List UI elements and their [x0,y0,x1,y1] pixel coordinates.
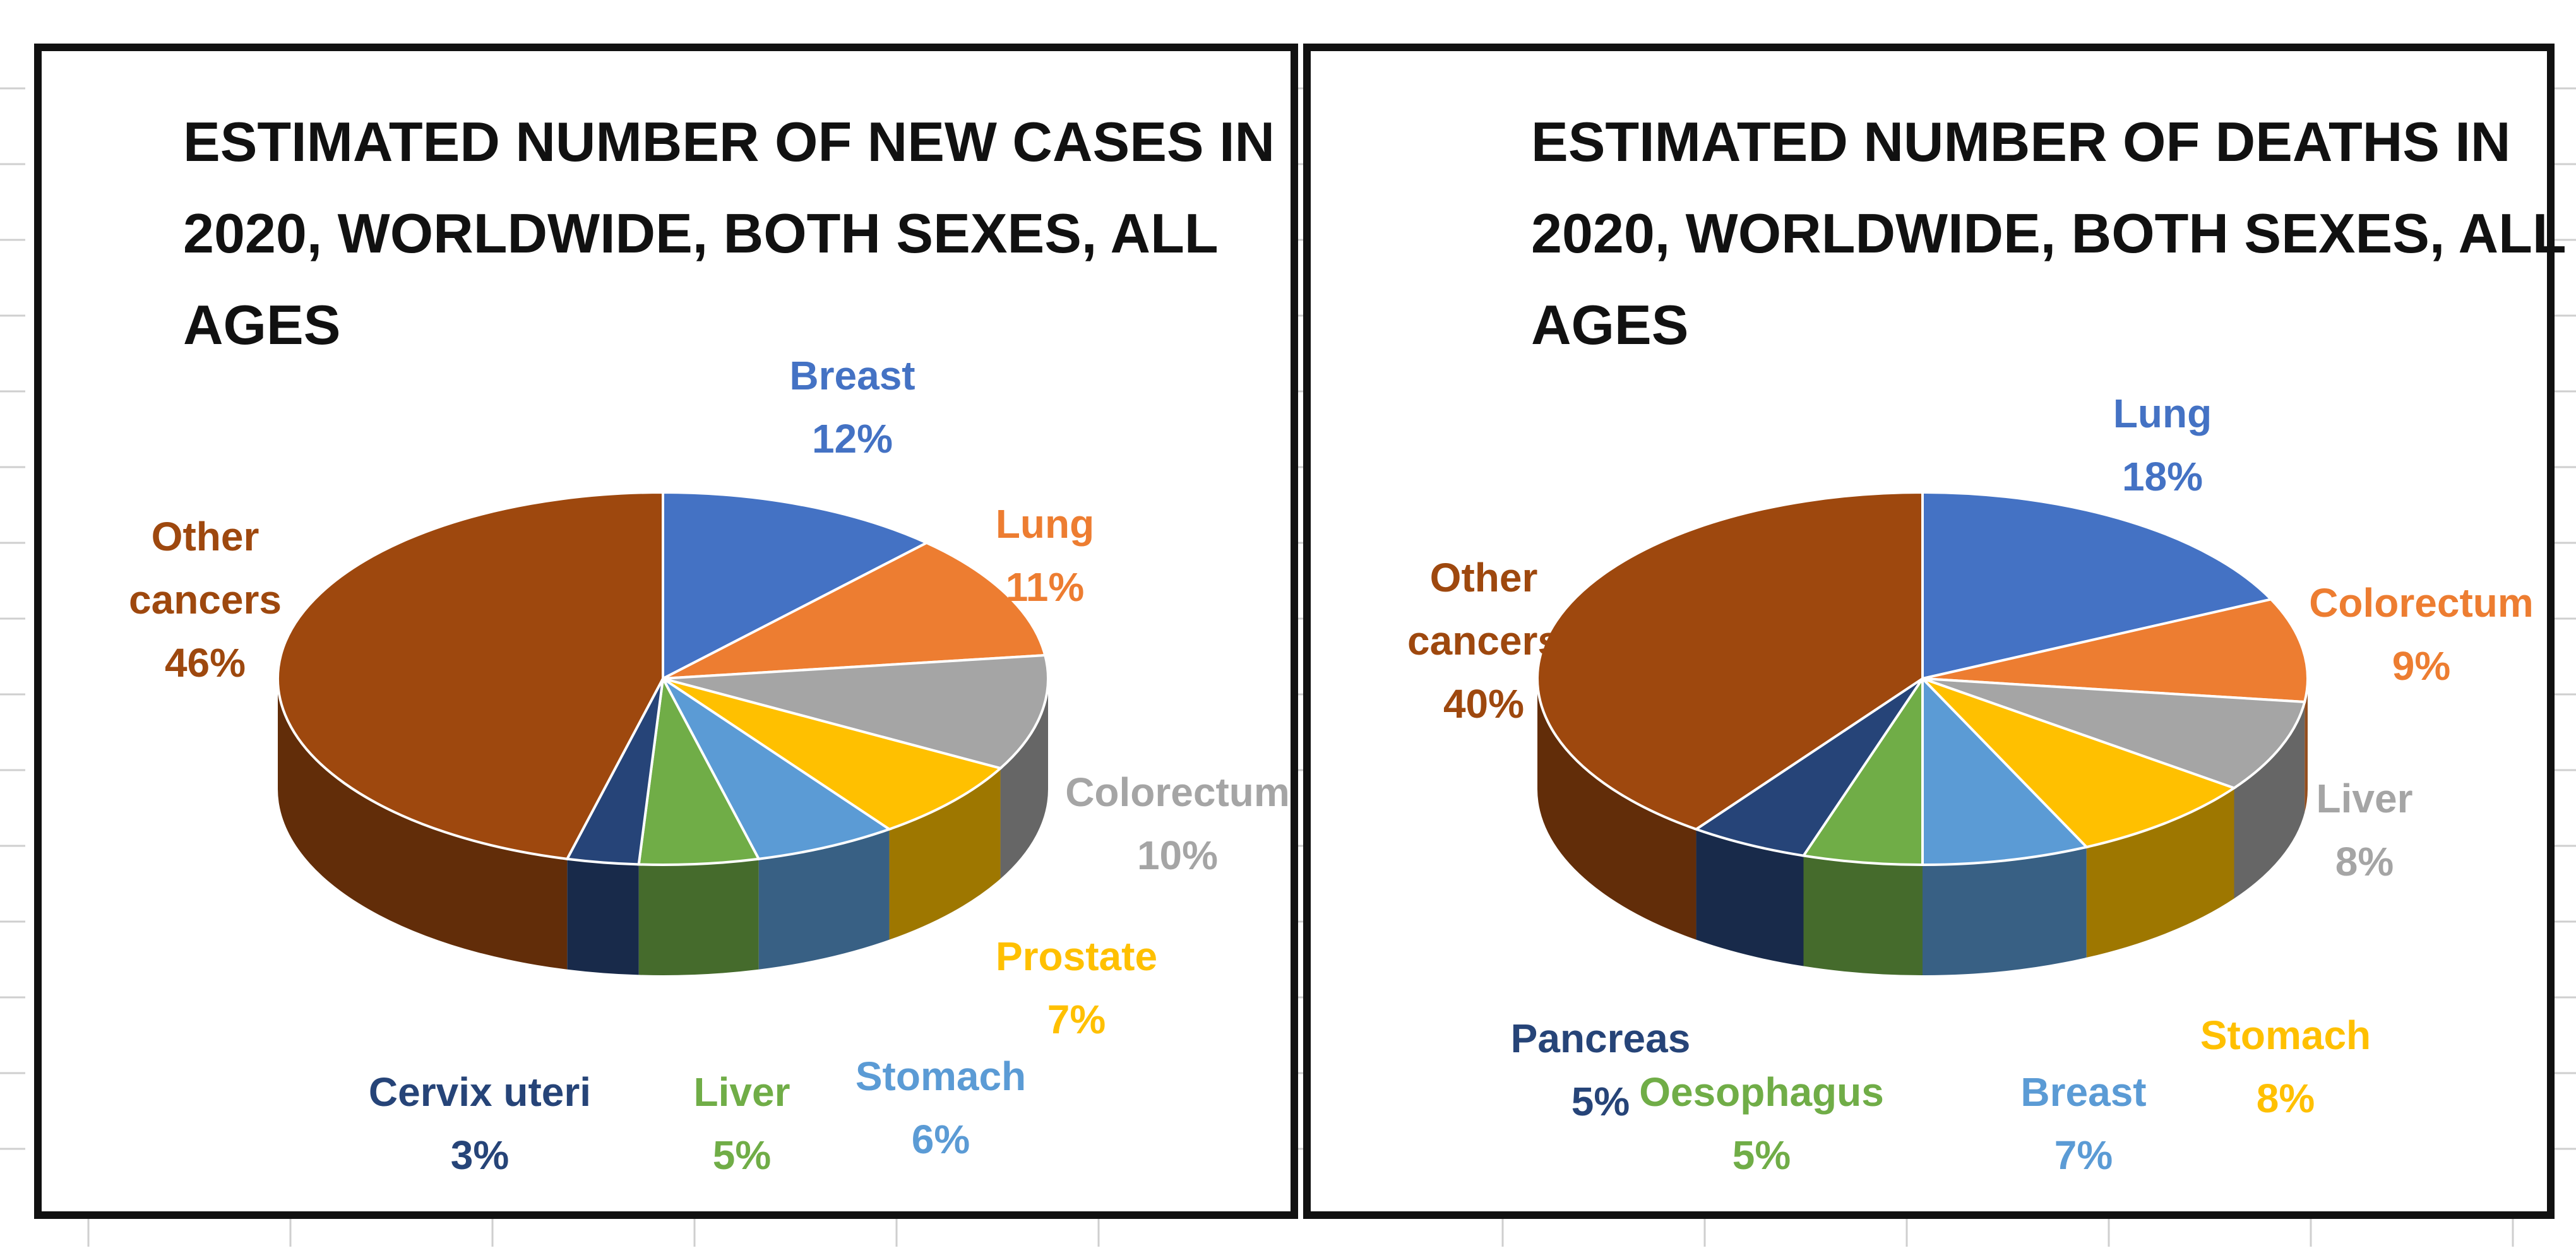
slice-category-label: Pancreas [1511,1016,1691,1061]
slice-side-breast [1923,846,2087,975]
slice-value-label: 7% [1047,997,1106,1042]
slice-value-label: 8% [2257,1076,2315,1121]
slice-category-label: Prostate [996,934,1157,979]
slice-category-label: Lung [2113,391,2212,436]
slice-value-label: 40% [1443,681,1524,727]
chart-title-line: AGES [1531,294,1688,356]
slice-value-label: 12% [812,416,893,461]
slice-category-label: Other [152,514,259,559]
deaths-pie-chart: ESTIMATED NUMBER OF DEATHS IN 2020, WORLD… [1303,44,2567,1219]
chart-title-line: 2020, WORLDWIDE, BOTH SEXES, ALL [183,202,1219,264]
slice-value-label: 3% [451,1132,510,1178]
data-labels: Lung 18% Colorectum 9% Liver 8% Stomach 8% Breas… [1407,391,2534,1178]
data-label-breast: Breast 7% [2020,1069,2146,1178]
slice-side-oesophagus [1803,855,1923,975]
slice-colorectum [662,653,1049,770]
slice-side-colorectum [2305,679,2308,812]
data-label-cervix-uteri: Cervix uteri 3% [369,1069,591,1178]
slice-category-label: Breast [2020,1069,2146,1115]
slice-lung [662,541,1047,680]
slice-category-label: Cervix uteri [369,1069,591,1115]
slice-category-label: cancers [129,577,282,622]
slice-stomach [662,677,892,860]
slice-category-label: Colorectum [1065,769,1290,815]
slice-lung [1921,490,2274,680]
slice-category-label: Oesophagus [1639,1069,1884,1115]
slice-category-label: Liver [2317,776,2413,821]
slice-category-label: Lung [996,501,1094,547]
slice-side-stomach [2086,788,2234,958]
data-label-breast: Breast 12% [789,353,915,461]
slice-stomach [1921,677,2237,849]
slice-category-label: Breast [789,353,915,398]
slice-value-label: 7% [2054,1132,2113,1178]
chart-title-line: ESTIMATED NUMBER OF DEATHS IN [1531,110,2510,173]
data-label-colorectum: Colorectum 9% [2309,580,2534,689]
slice-other-cancers [1536,490,1924,831]
slice-category-label: Other [1430,555,1538,600]
data-label-lung: Lung 11% [996,501,1094,610]
new-cases-pie-chart: ESTIMATED NUMBER OF NEW CASES IN 2020, WO… [34,44,1298,1219]
pie-side-walls [278,679,1048,975]
slice-side-other-cancers [278,679,568,970]
pie-slices [1536,490,2309,867]
slice-value-label: 9% [2392,643,2451,689]
slice-side-liver [2234,701,2305,899]
slice-value-label: 8% [2335,839,2394,884]
chart-title-line: AGES [183,294,340,356]
slice-value-label: 18% [2122,454,2203,499]
data-label-other-cancers: Other cancers 46% [129,514,282,686]
slice-category-label: Stomach [856,1054,1026,1099]
slice-value-label: 46% [165,640,246,686]
pie-slices [277,490,1049,867]
slice-value-label: 10% [1137,833,1218,878]
slice-breast [1921,675,2089,867]
data-label-stomach: Stomach 6% [856,1054,1026,1162]
chart-title-line: ESTIMATED NUMBER OF NEW CASES IN [183,110,1275,173]
slice-pancreas [1693,677,1924,857]
slice-value-label: 11% [1006,564,1085,610]
slice-side-liver [638,858,759,975]
slice-colorectum [1922,598,2309,704]
data-label-liver: Liver 5% [694,1069,790,1178]
slice-value-label: 5% [1571,1079,1630,1124]
data-label-oesophagus: Oesophagus 5% [1639,1069,1884,1178]
slice-value-label: 5% [1732,1132,1791,1178]
data-labels: Breast 12% Lung 11% Colorectum 10% Prostate 7% S… [129,353,1290,1178]
slice-value-label: 6% [912,1117,970,1162]
data-label-colorectum: Colorectum 10% [1065,769,1290,878]
slice-category-label: cancers [1407,618,1560,663]
pie-side-walls [1537,679,2308,975]
slice-liver [1922,677,2306,790]
slice-oesophagus [1801,674,1924,867]
slice-other-cancers [277,490,664,860]
slice-prostate [662,677,1003,831]
slice-breast [662,490,930,681]
data-label-other-cancers: Other cancers 40% [1407,555,1560,727]
chart-title-line: 2020, WORLDWIDE, BOTH SEXES, ALL [1531,202,2567,264]
data-label-liver: Liver 8% [2317,776,2413,884]
slice-category-label: Liver [694,1069,790,1115]
slice-side-prostate [889,768,1001,940]
slice-side-stomach [758,829,890,970]
slice-side-other-cancers [1537,679,1696,940]
data-label-stomach: Stomach 8% [2200,1012,2371,1121]
slice-side-pancreas [1696,829,1804,966]
slice-category-label: Colorectum [2309,580,2534,626]
data-label-pancreas: Pancreas 5% [1511,1016,1691,1124]
slice-liver [637,674,761,867]
slice-side-colorectum [1000,679,1048,879]
data-label-lung: Lung 18% [2113,391,2212,499]
slice-value-label: 5% [713,1132,772,1178]
slice-category-label: Stomach [2200,1012,2371,1058]
slice-side-cervix-uteri [567,858,639,975]
data-label-prostate: Prostate 7% [996,934,1157,1042]
